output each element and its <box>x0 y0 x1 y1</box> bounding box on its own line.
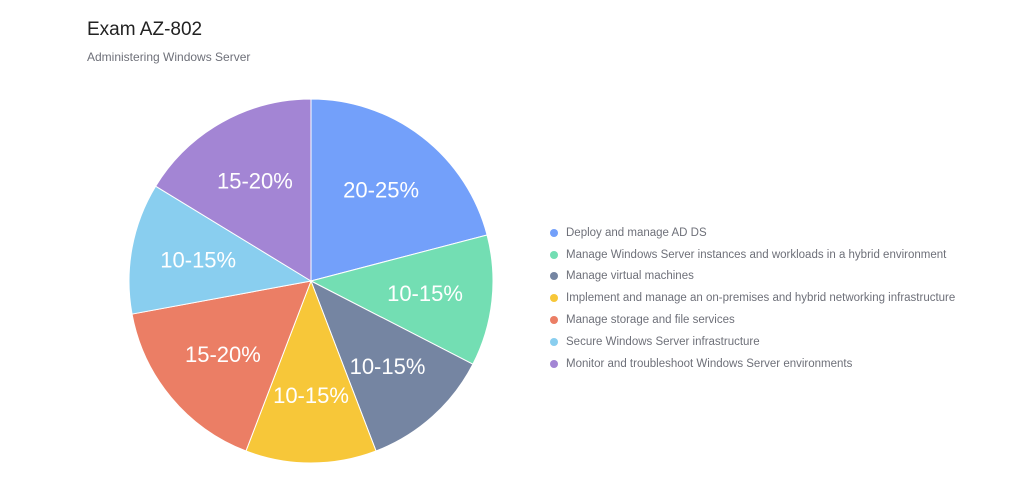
legend-item[interactable]: Monitor and troubleshoot Windows Server … <box>550 353 955 375</box>
legend-label: Deploy and manage AD DS <box>566 226 707 239</box>
legend-label: Manage storage and file services <box>566 314 735 327</box>
legend-item[interactable]: Implement and manage an on-premises and … <box>550 287 955 309</box>
legend-marker <box>550 294 558 303</box>
chart-title: Exam AZ-802 <box>87 19 203 40</box>
legend-marker <box>550 272 558 281</box>
legend-label: Manage virtual machines <box>566 270 694 283</box>
legend-marker <box>550 250 558 259</box>
pie-slice[interactable] <box>310 98 488 282</box>
slice-label: 10-15% <box>350 354 426 379</box>
legend-marker <box>550 359 558 368</box>
pie-slice[interactable] <box>309 234 494 365</box>
slice-label: 10-15% <box>387 281 463 306</box>
chart-subtitle: Administering Windows Server <box>87 50 251 64</box>
legend-item[interactable]: Manage storage and file services <box>550 309 955 331</box>
pie-slice[interactable] <box>131 280 312 452</box>
pie-slice[interactable] <box>310 279 474 452</box>
slice-label: 15-20% <box>185 342 261 367</box>
legend-item[interactable]: Secure Windows Server infrastructure <box>550 331 955 353</box>
slice-label: 10-15% <box>160 248 236 273</box>
legend-item[interactable]: Manage virtual machines <box>550 266 955 288</box>
slice-label: 10-15% <box>273 383 349 408</box>
pie-slice[interactable] <box>245 279 377 464</box>
legend-marker <box>550 228 558 237</box>
chart-legend: Deploy and manage AD DS Manage Windows S… <box>550 222 955 375</box>
legend-marker <box>550 316 558 325</box>
legend-label: Implement and manage an on-premises and … <box>566 292 956 305</box>
legend-label: Manage Windows Server instances and work… <box>566 248 947 261</box>
legend-item[interactable]: Deploy and manage AD DS <box>550 222 955 244</box>
legend-label: Secure Windows Server infrastructure <box>566 335 760 348</box>
legend-label: Monitor and troubleshoot Windows Server … <box>566 357 853 370</box>
slice-label: 20-25% <box>343 178 419 203</box>
slice-label: 15-20% <box>217 169 293 194</box>
legend-marker <box>550 337 558 346</box>
legend-item[interactable]: Manage Windows Server instances and work… <box>550 244 955 266</box>
pie-slice[interactable] <box>128 185 313 315</box>
pie-slice[interactable] <box>154 98 312 282</box>
